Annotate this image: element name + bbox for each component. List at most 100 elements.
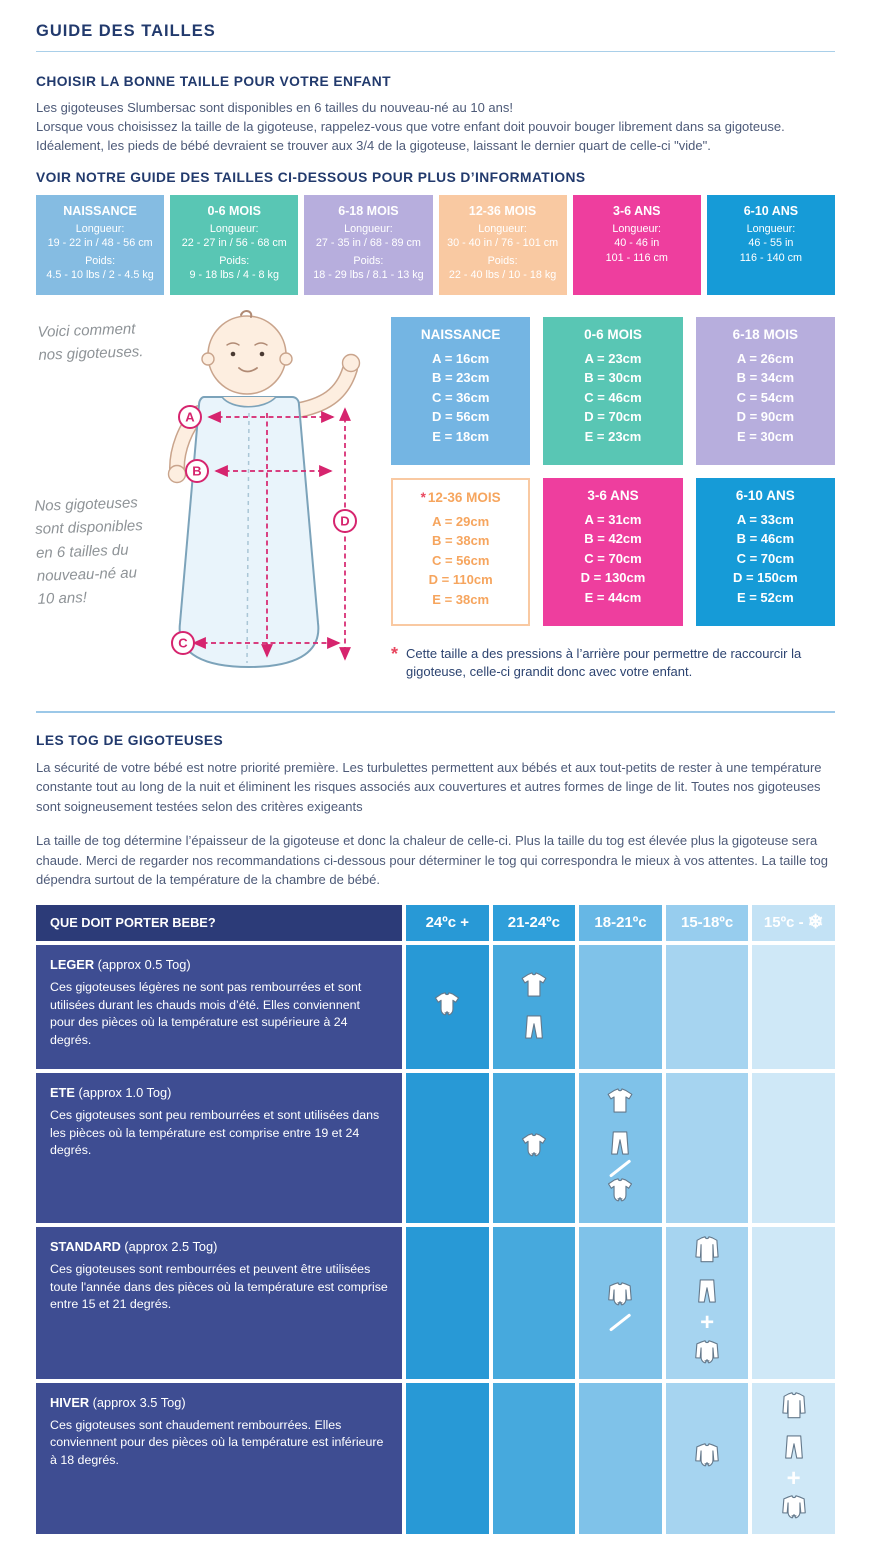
size-cards-row: NAISSANCE Longueur: 19 - 22 in / 48 - 56… (36, 194, 835, 295)
length-value: 40 - 46 in (614, 236, 660, 249)
length-value: 19 - 22 in / 48 - 56 cm (47, 236, 153, 249)
asterisk-footnote: * Cette taille a des pressions à l’arriè… (391, 645, 843, 682)
weight-label: Poids: (219, 254, 250, 267)
length-value-cm: 101 - 116 cm (605, 251, 668, 264)
temp-header-15-18: 15-18ºc (665, 904, 749, 941)
tog-row-label-hiver: HIVER (approx 3.5 Tog) Ces gigoteuses so… (36, 1382, 402, 1535)
tog-cell-hiver-18-21 (579, 1382, 662, 1535)
svg-text:A: A (185, 409, 195, 424)
tshirt-icon (515, 968, 553, 1006)
footnote-text: Cette taille a des pressions à l’arrière… (406, 645, 802, 680)
weight-value: 18 - 29 lbs / 8.1 - 13 kg (313, 268, 424, 281)
measure-box-title: 3-6 ANS (587, 487, 639, 503)
measure-box-0-6-mois: 0-6 MOIS A = 23cm B = 30cm C = 46cm D = … (543, 316, 683, 465)
pants-icon (688, 1272, 726, 1310)
weight-value: 4.5 - 10 lbs / 2 - 4.5 kg (46, 268, 154, 281)
tog-cell-hiver-15minus (752, 1382, 835, 1535)
tog-cell-standard-21-24 (492, 1226, 576, 1379)
size-card-12-36-mois: 12-36 MOIS Longueur: 30 - 40 in / 76 - 1… (438, 194, 567, 295)
tog-cell-ete-15-18 (665, 1072, 749, 1223)
diagram-section: Voici comment nos gigoteuses. Nos gigote… (34, 307, 835, 699)
tog-row-description: Ces gigoteuses sont peu rembourrées et s… (50, 1107, 380, 1158)
tog-cell-standard-24plus (406, 1226, 489, 1379)
section-divider (36, 710, 835, 713)
tog-cell-leger-21-24 (492, 944, 576, 1069)
asterisk: * (391, 643, 399, 664)
tog-row-label-ete: ETE (approx 1.0 Tog) Ces gigoteuses sont… (36, 1072, 402, 1223)
tog-row-rating: (approx 3.5 Tog) (92, 1394, 186, 1410)
bodysuit-long-icon (688, 1336, 726, 1374)
length-value: 22 - 27 in / 56 - 68 cm (181, 236, 287, 249)
sleeping-bag (178, 395, 320, 668)
weight-value: 9 - 18 lbs / 4 - 8 kg (189, 268, 279, 281)
tog-cell-leger-15minus (752, 944, 835, 1069)
weight-label: Poids: (85, 254, 116, 267)
pants-icon (515, 1008, 553, 1046)
tog-cell-leger-24plus (406, 944, 489, 1069)
length-label: Longueur: (209, 222, 259, 235)
tog-row-name: ETE (50, 1084, 75, 1100)
top-long-icon (775, 1388, 813, 1426)
measurement-boxes: NAISSANCE A = 16cm B = 23cm C = 36cm D =… (391, 316, 835, 626)
size-card-title: 12-36 MOIS (468, 203, 537, 218)
svg-text:C: C (178, 635, 188, 650)
tog-row-description: Ces gigoteuses sont chaudement rembourré… (50, 1417, 384, 1467)
tog-row-rating: (approx 1.0 Tog) (78, 1084, 172, 1100)
weight-label: Poids: (487, 254, 518, 267)
svg-text:B: B (192, 463, 201, 478)
tog-table: QUE DOIT PORTER BEBE? 24ºc + 21-24ºc 18-… (36, 904, 835, 1535)
measure-box-naissance: NAISSANCE A = 16cm B = 23cm C = 36cm D =… (391, 316, 531, 465)
temp-header-24plus: 24ºc + (406, 904, 489, 941)
page-title: GUIDE DES TAILLES (36, 22, 216, 40)
choose-size-heading: CHOISIR LA BONNE TAILLE POUR VOTRE ENFAN… (36, 74, 392, 89)
tog-cell-ete-18-21 (579, 1072, 662, 1223)
tog-row-label-leger: LEGER (approx 0.5 Tog) Ces gigoteuses lé… (36, 944, 402, 1069)
measure-box-title: 0-6 MOIS (584, 326, 642, 342)
bodysuit-long-icon (775, 1491, 813, 1529)
length-label: Longueur: (746, 222, 796, 235)
measure-box-title: 6-10 ANS (735, 487, 795, 503)
baby-size-diagram: A B C D (167, 310, 361, 668)
tog-row-description: Ces gigoteuses légères ne sont pas rembo… (50, 979, 362, 1047)
tog-cell-hiver-21-24 (492, 1382, 576, 1535)
measurement-arrows (192, 407, 351, 661)
size-card-3-6-ans: 3-6 ANS Longueur: 40 - 46 in 101 - 116 c… (572, 194, 701, 295)
tog-cell-hiver-15-18 (665, 1382, 749, 1535)
size-card-title: 0-6 MOIS (207, 203, 261, 218)
measure-labels: A B C D (171, 404, 357, 655)
label-a: A (178, 404, 202, 429)
size-card-6-18-mois: 6-18 MOIS Longueur: 27 - 35 in / 68 - 89… (304, 194, 433, 295)
size-card-title: 6-10 ANS (743, 203, 799, 218)
snowflake-icon (808, 913, 824, 932)
size-card-title: NAISSANCE (63, 203, 137, 218)
tog-heading: LES TOG DE GIGOTEUSES (36, 732, 224, 748)
label-c: C (171, 630, 195, 655)
tog-row-name: STANDARD (50, 1238, 121, 1254)
measure-box-title: NAISSANCE (420, 326, 501, 342)
tog-cell-leger-15-18 (665, 944, 749, 1069)
tog-row-rating: (approx 0.5 Tog) (97, 956, 191, 972)
tog-row-name: LEGER (50, 956, 95, 972)
measure-box-6-10-ans: 6-10 ANS A = 33cm B = 46cm C = 70cm D = … (695, 477, 835, 626)
measure-box-12-36-mois: * 12-36 MOIS A = 29cm B = 38cm C = 56cm D… (391, 477, 531, 626)
size-card-0-6-mois: 0-6 MOIS Longueur: 22 - 27 in / 56 - 68 … (170, 194, 299, 295)
baby-head (201, 310, 293, 395)
top-long-icon (688, 1232, 726, 1270)
bodysuit-long-icon (601, 1278, 639, 1316)
bodysuit-short-icon (428, 988, 466, 1026)
intro-paragraph: Les gigoteuses Slumbersac sont disponibl… (36, 100, 785, 153)
tog-cell-ete-15minus (752, 1072, 835, 1223)
temp-header-18-21: 18-21ºc (579, 904, 662, 941)
length-value: 27 - 35 in / 68 - 89 cm (315, 236, 421, 249)
size-card-naissance: NAISSANCE Longueur: 19 - 22 in / 48 - 56… (36, 194, 165, 295)
size-card-title: 6-18 MOIS (338, 203, 399, 218)
pants-icon (775, 1428, 813, 1466)
tog-paragraph-1: La sécurité de votre bébé est notre prio… (36, 759, 822, 814)
tog-row-label-standard: STANDARD (approx 2.5 Tog) Ces gigoteuses… (36, 1226, 402, 1379)
size-card-title: 3-6 ANS (613, 203, 661, 218)
tshirt-icon (601, 1084, 639, 1122)
bodysuit-short-icon (515, 1129, 553, 1167)
weight-value: 22 - 40 lbs / 10 - 18 kg (448, 268, 557, 281)
title-divider (36, 51, 835, 52)
pants-icon (601, 1124, 639, 1162)
